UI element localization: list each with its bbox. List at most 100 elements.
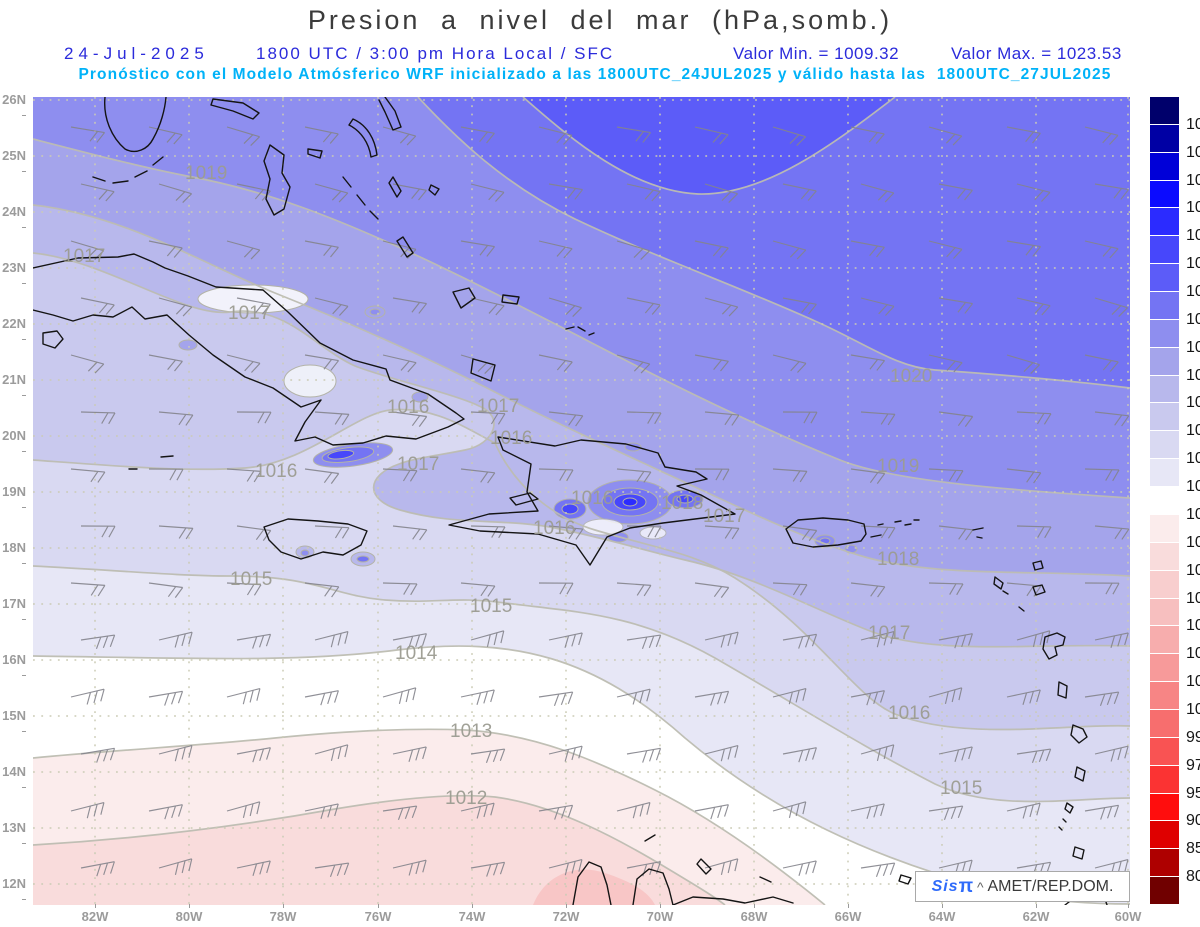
gonave-island	[509, 492, 539, 506]
dominica	[1057, 681, 1068, 699]
wind-barb	[304, 582, 340, 598]
wind-barb	[938, 525, 974, 541]
wind-barb	[938, 411, 974, 427]
wind-barb	[694, 126, 729, 145]
cuba-coast	[33, 253, 465, 446]
contour-label: 1017	[477, 396, 519, 417]
san-salvador	[428, 184, 440, 196]
colorbar-segment	[1150, 793, 1179, 821]
wind-barb	[460, 802, 495, 819]
wind-barb	[928, 354, 963, 373]
colorbar-label: 1025	[1186, 255, 1200, 273]
colorbar-segment	[1150, 236, 1179, 264]
wind-barb	[382, 468, 418, 482]
guadeloupe	[1042, 632, 1066, 660]
wind-barb	[460, 468, 496, 484]
colorbar-segment	[1150, 97, 1179, 124]
colorbar-segment	[1150, 570, 1179, 598]
wind-barb	[80, 634, 116, 650]
wind-barb	[158, 183, 192, 203]
wind-barb	[80, 747, 116, 763]
contour-label: 1017	[397, 454, 439, 475]
wind-barb	[470, 748, 506, 764]
abaco	[378, 97, 402, 131]
wind-barb	[548, 632, 583, 649]
wind-barb	[850, 582, 886, 598]
wind-barb	[860, 744, 895, 761]
colorbar-segment	[1150, 821, 1179, 849]
wind-barb	[148, 582, 184, 598]
contour-label: 1016	[533, 518, 575, 539]
andros-island	[263, 144, 291, 216]
crooked-acklins	[452, 287, 476, 309]
wind-barb	[548, 297, 582, 317]
wind-barb	[1006, 802, 1041, 819]
wind-barb	[694, 240, 729, 258]
wind-barb	[80, 183, 115, 202]
wind-barb	[548, 183, 583, 200]
wind-barb	[70, 688, 105, 705]
wind-barb	[226, 126, 260, 146]
cat-island	[388, 176, 402, 198]
wind-barb	[772, 801, 807, 818]
wind-barb	[850, 126, 885, 144]
wind-barb	[704, 744, 739, 762]
y-tick-label: 15N	[0, 708, 26, 738]
wind-barb	[626, 297, 661, 315]
local-pressure-blobs	[178, 284, 858, 567]
wind-barb	[928, 126, 963, 146]
mayaguana	[501, 294, 520, 305]
wind-barb	[538, 354, 573, 372]
wind-barb	[148, 804, 183, 820]
wind-barb	[782, 633, 818, 649]
eleuthera	[348, 118, 378, 158]
wind-barb	[694, 354, 729, 372]
wind-barb	[70, 126, 105, 143]
wind-barb	[938, 183, 973, 201]
grand-bahama	[210, 98, 260, 120]
colorbar-segment	[1150, 292, 1179, 319]
colorbar-segment	[1150, 375, 1179, 403]
wind-barb	[616, 801, 651, 819]
wind-barb	[1094, 411, 1130, 427]
y-tick-label: 20N	[0, 428, 26, 458]
colorbar-label: 1000	[1186, 700, 1200, 718]
x-tick-label: 70W	[640, 904, 680, 924]
wind-barb	[938, 633, 973, 649]
wind-barb	[538, 804, 574, 820]
wind-barb	[694, 690, 730, 706]
colorbar-segment	[1150, 180, 1179, 208]
x-tick-label: 80W	[169, 904, 209, 924]
st-lucia	[1074, 766, 1086, 782]
wind-barb	[538, 691, 574, 707]
colorbar-label: 1013	[1186, 505, 1200, 523]
wind-barb	[704, 183, 738, 203]
virgin-islands	[894, 519, 920, 526]
contour-label: 1017	[703, 506, 745, 527]
cayman-islands	[128, 455, 174, 470]
colorbar-segment	[1150, 737, 1179, 765]
wind-barb	[148, 126, 183, 145]
wind-barb	[70, 468, 106, 483]
colorbar-segment	[1150, 682, 1179, 709]
wind-barb	[392, 297, 427, 314]
wind-barb	[704, 525, 740, 540]
wind-barb	[304, 240, 339, 258]
wind-barb	[470, 297, 505, 316]
isobar-lines	[33, 97, 1130, 905]
contour-labels: 1019 1017 1017 1020 1016 1017 1016 1019 1017 1016…	[63, 163, 982, 809]
brand-pi-icon: π	[958, 875, 974, 897]
wind-barb	[616, 688, 651, 705]
barbuda-antigua	[1032, 560, 1046, 596]
wind-barb	[850, 690, 885, 706]
wind-barb	[782, 860, 817, 877]
wind-barb	[70, 801, 105, 819]
colorbar-label: 1008	[1186, 589, 1200, 607]
contour-label: 1019	[185, 163, 227, 184]
wind-barb	[626, 411, 662, 425]
wind-barb	[538, 240, 573, 259]
wind-barb	[1084, 582, 1120, 595]
wind-barb	[782, 411, 818, 424]
colorbar-segment	[1150, 152, 1179, 180]
wind-barb	[850, 803, 885, 820]
